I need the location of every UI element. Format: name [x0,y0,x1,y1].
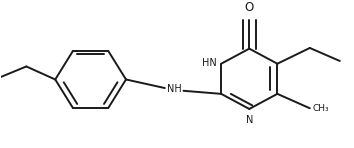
Text: HN: HN [202,58,217,68]
Text: N: N [246,115,254,125]
Text: O: O [245,1,254,14]
Text: CH₃: CH₃ [313,104,329,113]
Text: NH: NH [167,84,182,94]
